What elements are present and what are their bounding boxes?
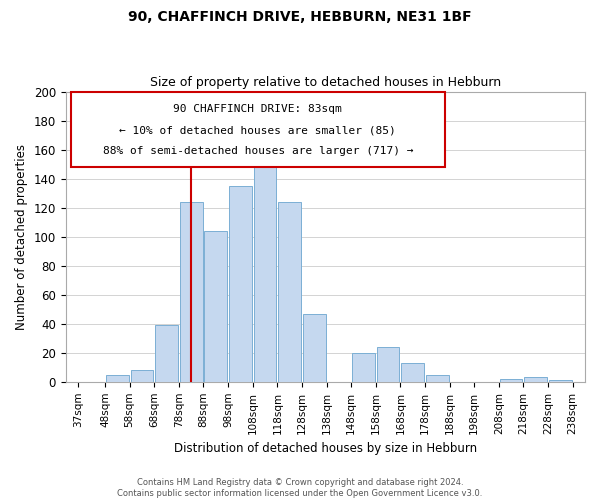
Text: 90 CHAFFINCH DRIVE: 83sqm: 90 CHAFFINCH DRIVE: 83sqm xyxy=(173,104,342,114)
Bar xyxy=(106,374,128,382)
Bar xyxy=(549,380,572,382)
Text: ← 10% of detached houses are smaller (85): ← 10% of detached houses are smaller (85… xyxy=(119,126,396,136)
FancyBboxPatch shape xyxy=(71,92,445,168)
Y-axis label: Number of detached properties: Number of detached properties xyxy=(15,144,28,330)
Bar xyxy=(254,143,277,382)
Bar xyxy=(352,353,375,382)
Text: Contains HM Land Registry data © Crown copyright and database right 2024.
Contai: Contains HM Land Registry data © Crown c… xyxy=(118,478,482,498)
Bar xyxy=(155,326,178,382)
Bar xyxy=(131,370,153,382)
Bar xyxy=(205,231,227,382)
Text: 90, CHAFFINCH DRIVE, HEBBURN, NE31 1BF: 90, CHAFFINCH DRIVE, HEBBURN, NE31 1BF xyxy=(128,10,472,24)
Bar xyxy=(278,202,301,382)
Bar xyxy=(524,378,547,382)
Bar xyxy=(377,347,400,382)
Bar xyxy=(180,202,203,382)
Bar xyxy=(229,186,252,382)
Title: Size of property relative to detached houses in Hebburn: Size of property relative to detached ho… xyxy=(150,76,501,90)
Bar xyxy=(303,314,326,382)
Text: 88% of semi-detached houses are larger (717) →: 88% of semi-detached houses are larger (… xyxy=(103,146,413,156)
Bar xyxy=(426,374,449,382)
X-axis label: Distribution of detached houses by size in Hebburn: Distribution of detached houses by size … xyxy=(174,442,477,455)
Bar xyxy=(401,363,424,382)
Bar xyxy=(500,379,523,382)
